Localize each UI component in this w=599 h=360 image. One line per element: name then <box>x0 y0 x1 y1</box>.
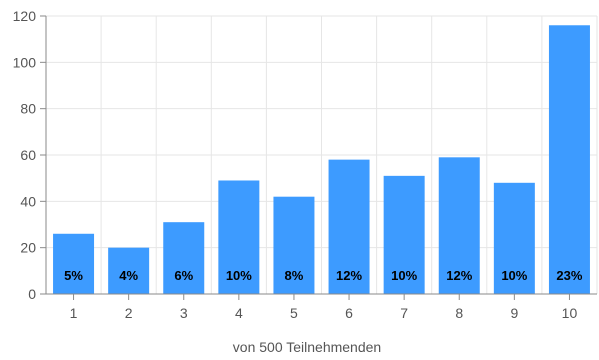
y-tick-label: 100 <box>13 54 37 70</box>
bars <box>53 25 590 295</box>
y-tick-label: 40 <box>20 193 36 209</box>
bar <box>383 175 425 294</box>
axes <box>40 15 597 300</box>
bar <box>53 233 95 294</box>
x-tick-label: 4 <box>235 305 243 321</box>
x-axis-title: von 500 Teilnehmenden <box>233 339 381 355</box>
bar-data-label: 4% <box>119 268 138 283</box>
bar-data-label: 12% <box>336 268 362 283</box>
bar-data-label: 10% <box>501 268 527 283</box>
bar <box>548 25 590 295</box>
x-tick-label: 2 <box>125 305 133 321</box>
bar <box>328 159 370 294</box>
y-tick-label: 20 <box>20 240 36 256</box>
bar-data-label: 10% <box>226 268 252 283</box>
y-tick-label: 80 <box>20 101 36 117</box>
y-tick-label: 120 <box>13 8 37 24</box>
x-tick-label: 3 <box>180 305 188 321</box>
bar <box>108 247 150 294</box>
bar <box>163 222 205 294</box>
bar <box>493 182 535 294</box>
gridlines <box>46 15 598 294</box>
bar-data-label: 6% <box>174 268 193 283</box>
x-tick-label: 5 <box>290 305 298 321</box>
bar <box>438 157 480 294</box>
bar-data-label: 23% <box>556 268 582 283</box>
bar-data-label: 8% <box>285 268 304 283</box>
bar <box>273 196 315 294</box>
labels: 0 20 40 60 80 100 120 5% 1 4% 2 6% 3 10% 4 8% 5 12% 6 10% 7 1… <box>13 8 583 321</box>
x-tick-label: 7 <box>400 305 408 321</box>
x-tick-label: 9 <box>510 305 518 321</box>
bar-data-label: 5% <box>64 268 83 283</box>
y-tick-label: 60 <box>20 147 36 163</box>
x-tick-label: 1 <box>70 305 78 321</box>
bar-data-label: 10% <box>391 268 417 283</box>
bar <box>218 180 260 294</box>
x-tick-label: 6 <box>345 305 353 321</box>
x-tick-label: 8 <box>455 305 463 321</box>
x-tick-label: 10 <box>562 305 578 321</box>
bar-data-label: 12% <box>446 268 472 283</box>
y-tick-label: 0 <box>28 286 36 302</box>
